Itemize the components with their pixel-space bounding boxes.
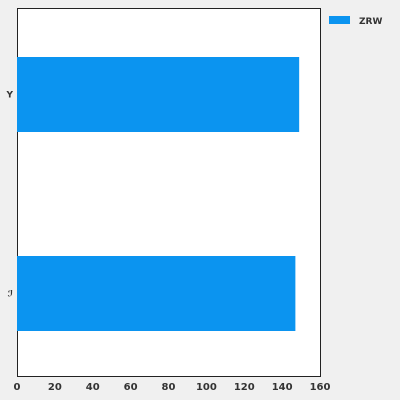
x-tick-label: 140	[272, 382, 293, 393]
legend-swatch-zrw	[329, 16, 350, 24]
x-tick-label: 60	[124, 382, 138, 393]
legend-label-zrw: ZRW	[359, 17, 382, 27]
bar-2	[17, 256, 296, 331]
x-tick-label: 100	[196, 382, 217, 393]
x-tick-label: 20	[48, 382, 62, 393]
y-axis-categories: Yℐ	[5, 91, 13, 300]
category-label-2: ℐ	[8, 290, 13, 300]
x-tick-label: 160	[310, 382, 331, 393]
bars-layer	[17, 57, 300, 331]
x-tick-label: 80	[162, 382, 176, 393]
x-tick-label: 120	[234, 382, 255, 393]
x-axis-ticks: 0 20 40 60 80 100 120 140 160	[14, 382, 331, 393]
x-tick-label: 0	[14, 382, 21, 393]
legend: ZRW	[329, 16, 382, 27]
category-label-1: Y	[5, 91, 13, 101]
bar-1	[17, 57, 300, 132]
x-tick-label: 40	[86, 382, 100, 393]
